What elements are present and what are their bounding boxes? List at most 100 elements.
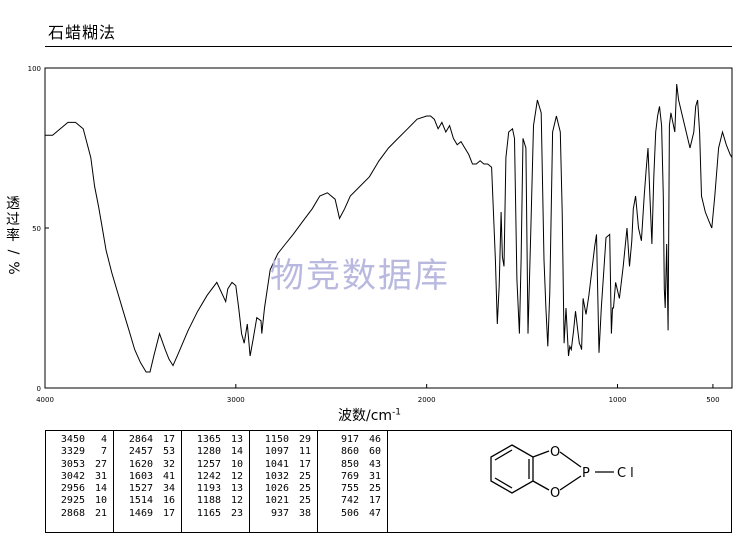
transmittance-cell: 46 xyxy=(368,434,381,445)
wavenumber-cell: 3053 xyxy=(60,458,85,470)
x-axis-label: 波数/cm-1 xyxy=(338,405,401,425)
transmittance-cell: 31 xyxy=(94,470,107,482)
y-axis-label-char: 率 xyxy=(6,228,20,244)
y-axis-label-char: % xyxy=(5,261,21,275)
transmittance-cell: 25 xyxy=(298,483,311,495)
wavenumber-cell: 1097 xyxy=(264,446,289,458)
ir-spectrum-chart: 4000 3000 2000 1000 500 0 50 100 xyxy=(28,65,733,404)
wavenumber-cell: 1021 xyxy=(264,495,289,507)
peak-table-row: 2864 17 xyxy=(114,434,181,446)
transmittance-cell: 47 xyxy=(368,507,381,519)
wavenumber-cell: 2457 xyxy=(128,446,153,458)
transmittance-cell: 23 xyxy=(230,507,243,519)
wavenumber-cell: 860 xyxy=(340,446,359,458)
peak-table-row: 755 25 xyxy=(318,483,387,495)
aromatic-bond xyxy=(494,477,513,489)
transmittance-cell: 17 xyxy=(162,434,175,445)
peak-table-row: 769 31 xyxy=(318,471,387,483)
peak-table-row: 1150 29 xyxy=(250,434,317,446)
transmittance-cell: 17 xyxy=(368,495,381,507)
peak-table-row: 1527 34 xyxy=(114,483,181,495)
x-axis-label-exponent: -1 xyxy=(392,407,402,418)
transmittance-cell: 13 xyxy=(230,434,243,445)
wavenumber-cell: 2956 xyxy=(60,483,85,495)
peak-table-column: 3450 4 3329 7 3053 27 3042 31 2956 14 2925 10 2868 21 xyxy=(46,431,114,532)
wavenumber-cell: 742 xyxy=(340,495,359,507)
wavenumber-cell: 1514 xyxy=(128,495,153,507)
peak-table-row: 1514 16 xyxy=(114,495,181,507)
peak-table-row: 3053 27 xyxy=(46,459,113,471)
peak-table-row: 2868 21 xyxy=(46,508,113,520)
transmittance-cell: 14 xyxy=(230,446,243,458)
transmittance-cell: 25 xyxy=(368,483,381,495)
plot-frame xyxy=(44,67,733,389)
transmittance-cell: 32 xyxy=(162,458,175,470)
bond xyxy=(532,480,550,491)
molecule-drawing: O O P Cl xyxy=(490,444,634,501)
peak-table-row: 1026 25 xyxy=(250,483,317,495)
transmittance-cell: 34 xyxy=(162,483,175,495)
wavenumber-cell: 1165 xyxy=(196,507,221,519)
wavenumber-cell: 3042 xyxy=(60,470,85,482)
transmittance-cell: 25 xyxy=(298,495,311,507)
x-tick-label: 500 xyxy=(706,396,719,404)
wavenumber-cell: 1620 xyxy=(128,458,153,470)
peak-table-row: 506 47 xyxy=(318,508,387,520)
transmittance-cell: 4 xyxy=(100,434,107,445)
watermark: 物竞数据库 xyxy=(270,256,450,296)
peak-table-row: 917 46 xyxy=(318,434,387,446)
peak-table-row: 3329 7 xyxy=(46,446,113,458)
peak-table-row: 2956 14 xyxy=(46,483,113,495)
transmittance-cell: 12 xyxy=(230,470,243,482)
peak-table-row: 1021 25 xyxy=(250,495,317,507)
peak-table-row: 1469 17 xyxy=(114,508,181,520)
wavenumber-cell: 2868 xyxy=(60,507,85,519)
wavenumber-cell: 3450 xyxy=(60,434,85,445)
peak-table-row: 937 38 xyxy=(250,508,317,520)
transmittance-cell: 12 xyxy=(230,495,243,507)
wavenumber-cell: 1188 xyxy=(196,495,221,507)
benzene-ring xyxy=(490,444,534,494)
peak-table-column: 2864 17 2457 53 1620 32 1603 41 1527 34 1514 16 1469… xyxy=(114,431,182,532)
atom-label-o1: O xyxy=(550,445,560,460)
peak-table-row: 2457 53 xyxy=(114,446,181,458)
peak-table-row: 1165 23 xyxy=(182,508,249,520)
transmittance-cell: 31 xyxy=(368,470,381,482)
transmittance-cell: 13 xyxy=(230,483,243,495)
peak-table-row: 1188 12 xyxy=(182,495,249,507)
structure-diagram: O O P Cl xyxy=(388,430,732,533)
wavenumber-cell: 1150 xyxy=(264,434,289,445)
wavenumber-cell: 3329 xyxy=(60,446,85,458)
transmittance-cell: 16 xyxy=(162,495,175,507)
transmittance-cell: 10 xyxy=(94,495,107,507)
bond xyxy=(559,475,582,491)
transmittance-cell: 21 xyxy=(94,507,107,519)
transmittance-cell: 7 xyxy=(100,446,107,458)
y-tick-label: 50 xyxy=(32,225,41,233)
wavenumber-cell: 755 xyxy=(340,483,359,495)
x-tick-label: 2000 xyxy=(418,396,436,404)
y-tick-label: 100 xyxy=(28,65,41,73)
wavenumber-cell: 1469 xyxy=(128,507,153,519)
wavenumber-cell: 1257 xyxy=(196,458,221,470)
atom-label-p: P xyxy=(582,466,590,481)
wavenumber-cell: 2864 xyxy=(128,434,153,445)
transmittance-cell: 10 xyxy=(230,458,243,470)
bond xyxy=(559,451,582,468)
peak-table-row: 1242 12 xyxy=(182,471,249,483)
wavenumber-cell: 917 xyxy=(340,434,359,445)
y-tick-label: 0 xyxy=(37,385,41,393)
x-tick-label: 3000 xyxy=(227,396,245,404)
transmittance-cell: 38 xyxy=(298,507,311,519)
peak-table-row: 1365 13 xyxy=(182,434,249,446)
peak-table-column: 1150 29 1097 11 1041 17 1032 25 1026 25 1021 25 937 3… xyxy=(250,431,318,532)
peak-table-row: 860 60 xyxy=(318,446,387,458)
page-title: 石蜡糊法 xyxy=(48,23,117,42)
wavenumber-cell: 1032 xyxy=(264,470,289,482)
transmittance-cell: 25 xyxy=(298,470,311,482)
peak-table-row: 1603 41 xyxy=(114,471,181,483)
transmittance-cell: 17 xyxy=(162,507,175,519)
wavenumber-cell: 1603 xyxy=(128,470,153,482)
wavenumber-cell: 769 xyxy=(340,470,359,482)
y-axis-label-char: 过 xyxy=(6,212,20,228)
